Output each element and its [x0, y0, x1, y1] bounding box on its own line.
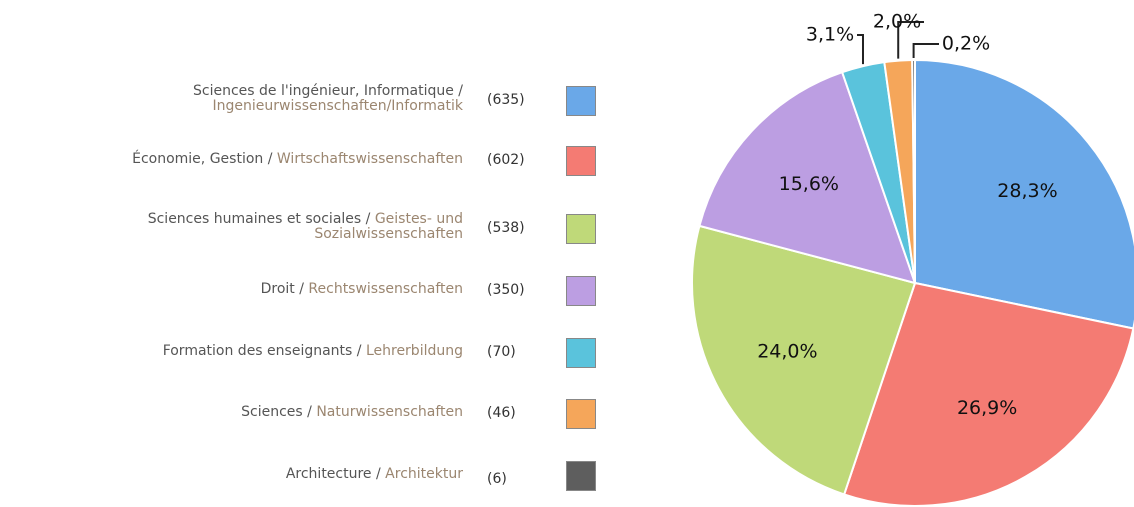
- leader-line: [857, 34, 864, 65]
- legend-label-fr: Sciences de l'ingénieur, Informatique /: [192, 83, 463, 99]
- slice-label: 26,9%: [957, 397, 1017, 419]
- pie-slice: [914, 58, 1134, 330]
- legend-label-de: Rechtswissenschaften: [308, 281, 463, 297]
- leader-line: [912, 43, 939, 59]
- leader-line: [897, 21, 924, 59]
- legend-label-fr: Droit /: [260, 281, 304, 297]
- legend-label-fr: Architecture /: [285, 466, 381, 482]
- legend-label-de: Lehrerbildung: [365, 343, 463, 359]
- legend-label: Formation des enseignants / Lehrerbildun…: [0, 344, 463, 359]
- legend-count: (46): [487, 405, 516, 421]
- legend-label-de: Architektur: [385, 466, 463, 482]
- legend-label: Droit / Rechtswissenschaften: [0, 282, 463, 297]
- legend-swatch: [566, 461, 596, 491]
- count-text: (602): [487, 152, 525, 168]
- legend-label-fr: Sciences /: [241, 404, 312, 420]
- slice-label: 2,0%: [873, 11, 921, 33]
- pie-slice: [698, 70, 917, 285]
- count-text: (46): [487, 405, 516, 421]
- legend-count: (6): [487, 471, 507, 487]
- legend-label-fr: Formation des enseignants /: [162, 343, 362, 359]
- legend-swatch: [566, 214, 596, 244]
- count-text: (70): [487, 344, 516, 360]
- count-text: (635): [487, 92, 525, 108]
- legend-label: Architecture / Architektur: [0, 467, 463, 482]
- legend-label-de: Wirtschaftswissenschaften: [276, 151, 463, 167]
- legend-swatch: [566, 86, 596, 116]
- legend-label-de: Naturwissenschaften: [316, 404, 463, 420]
- legend-label: Sciences de l'ingénieur, Informatique / …: [38, 84, 463, 114]
- slice-label: 3,1%: [806, 24, 854, 46]
- legend-swatch: [566, 338, 596, 368]
- pie-slice: [691, 224, 917, 496]
- legend-label-fr: Économie, Gestion /: [132, 151, 273, 167]
- legend-count: (350): [487, 282, 525, 298]
- count-text: (350): [487, 282, 525, 298]
- legend-label: Économie, Gestion / Wirtschaftswissensch…: [0, 152, 463, 167]
- legend-count: (538): [487, 220, 525, 236]
- legend-swatch: [566, 399, 596, 429]
- legend-label-de: Ingenieurwissenschaften/Informatik: [212, 98, 463, 114]
- count-text: (538): [487, 220, 525, 236]
- pie-slice: [842, 281, 1134, 507]
- slice-label: 0,2%: [942, 33, 990, 55]
- legend-label-de: Geistes- und Sozialwissenschaften: [314, 211, 463, 242]
- count-text: (6): [487, 471, 507, 487]
- legend-count: (602): [487, 152, 525, 168]
- legend-label-fr: Sciences humaines et sociales /: [147, 211, 371, 227]
- legend-swatch: [566, 146, 596, 176]
- slice-label: 15,6%: [779, 173, 839, 195]
- legend-count: (70): [487, 344, 516, 360]
- legend-label: Sciences / Naturwissenschaften: [0, 405, 463, 420]
- slice-label: 28,3%: [997, 180, 1057, 202]
- legend-label: Sciences humaines et sociales / Geistes-…: [33, 212, 463, 242]
- legend-count: (635): [487, 92, 525, 108]
- pie-slice: [911, 58, 916, 284]
- legend-swatch: [566, 276, 596, 306]
- slice-label: 24,0%: [757, 340, 817, 362]
